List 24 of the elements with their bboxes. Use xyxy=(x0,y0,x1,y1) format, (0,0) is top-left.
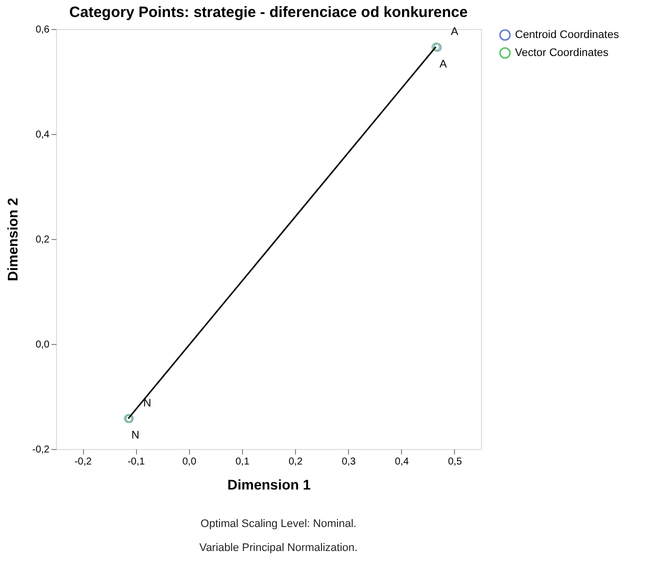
x-tick-label: 0,4 xyxy=(394,456,410,468)
y-tick-label: 0,6 xyxy=(36,24,50,36)
x-tick-label: 0,5 xyxy=(448,456,462,468)
annotation: A xyxy=(450,26,459,38)
x-tick-label: 0,3 xyxy=(342,456,356,468)
text: Optimal Scaling Level: Nominal. xyxy=(200,518,356,530)
y-tick-label: 0,2 xyxy=(36,234,50,246)
y-tick-label: 0,4 xyxy=(36,130,50,140)
text: Variable Principal Normalization. xyxy=(199,542,358,554)
y-axis-title: Dimension 2 xyxy=(4,198,20,282)
annotation: A xyxy=(439,58,448,70)
y-tick-label: -0,2 xyxy=(32,444,50,456)
x-tick-label: 0,1 xyxy=(235,456,250,468)
annotation: N xyxy=(143,398,152,410)
x-axis-title: Dimension 1 xyxy=(227,476,311,492)
x-tick-label: 0,2 xyxy=(288,456,303,468)
chart-title: Category Points: strategie - diferenciace od konkurence xyxy=(69,4,468,21)
annotation: N xyxy=(131,430,140,442)
y-tick-label: 0,0 xyxy=(36,340,50,350)
legend-label: Vector Coordinates xyxy=(515,47,610,59)
legend-label: Centroid Coordinates xyxy=(515,29,620,41)
x-tick-label: -0,1 xyxy=(128,456,146,468)
x-tick-label: 0,0 xyxy=(182,456,197,468)
x-tick-label: -0,2 xyxy=(74,456,92,468)
